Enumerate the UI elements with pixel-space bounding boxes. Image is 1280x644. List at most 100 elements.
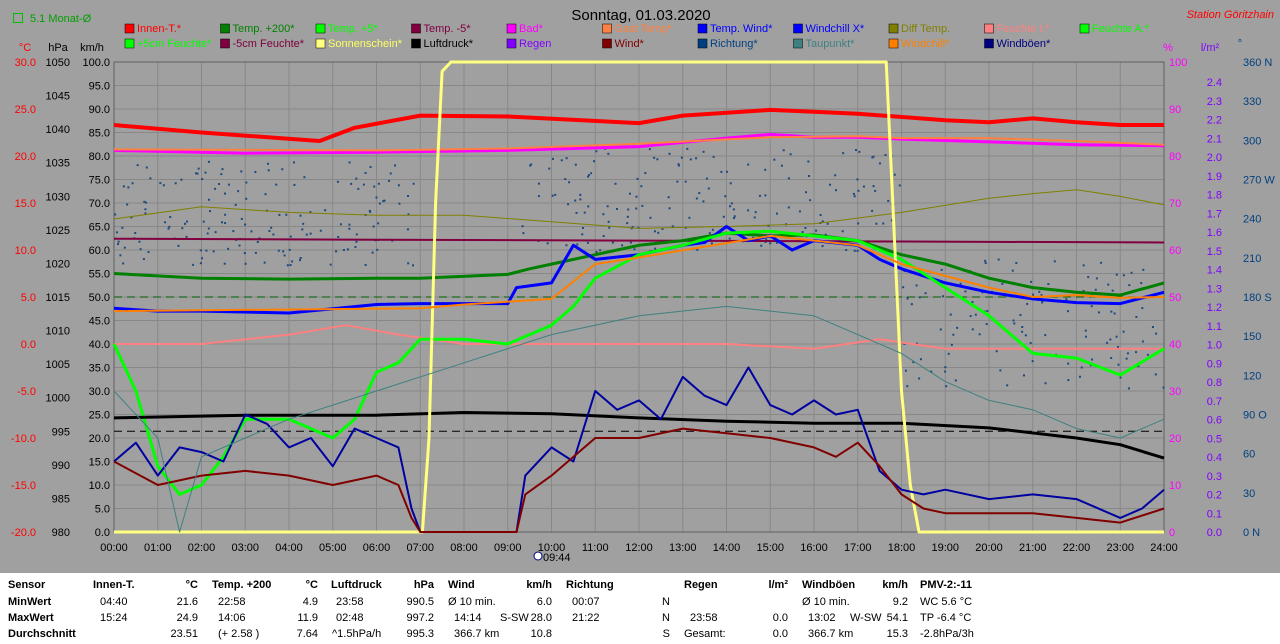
legend-swatch: [124, 23, 135, 34]
stats-wind-avg10: Ø 10 min.: [448, 596, 496, 608]
stats-boeen-col: Windböen km/h Ø 10 min. 9.2 13:02 W-SW 5…: [796, 573, 912, 644]
stats-druck-avg: 995.3: [406, 628, 434, 640]
direction-dot: [710, 242, 713, 245]
x-tick-label: 16:00: [800, 542, 828, 554]
direction-dot: [362, 183, 365, 186]
x-tick-label: 21:00: [1019, 542, 1047, 554]
direction-dot: [227, 183, 230, 186]
direction-dot: [1041, 301, 1044, 304]
rain-tick-label: 1.0: [1207, 340, 1222, 352]
direction-dot: [144, 208, 147, 211]
stats-regen-max: 0.0: [772, 612, 788, 624]
sun-marker-icon: [533, 551, 543, 561]
month-selector-checkbox[interactable]: [13, 13, 23, 23]
direction-dot: [354, 246, 357, 249]
legend-item[interactable]: +5cm Feuchte*: [124, 38, 212, 50]
legend-label: Temp. -5*: [424, 23, 472, 35]
stats-boeen-distance: 366.7 km: [808, 628, 854, 640]
direction-dot: [950, 343, 953, 346]
direction-dot: [787, 177, 790, 180]
stats-wind-max-dir: S-SW: [500, 612, 529, 624]
direction-dot: [134, 232, 137, 235]
direction-dot: [388, 179, 391, 182]
direction-dot: [383, 199, 386, 202]
stats-richtung-col: Richtung 00:07 N 21:22 N S: [560, 573, 674, 644]
direction-dot: [656, 158, 659, 161]
legend-item[interactable]: Taupunkt*: [793, 38, 856, 50]
direction-dot: [576, 243, 579, 246]
direction-dot: [122, 262, 125, 265]
station-name: Station Göritzhain: [1187, 9, 1274, 21]
legend-swatch: [602, 38, 612, 49]
direction-dot: [192, 263, 195, 266]
legend-item[interactable]: Innen-T.*: [124, 23, 182, 35]
axis-tick-label: 1040: [46, 124, 70, 136]
legend-item[interactable]: Bad*: [506, 23, 544, 35]
direction-dot: [184, 222, 187, 225]
rain-tick-label: 0.2: [1207, 490, 1222, 502]
direction-dot: [1122, 330, 1125, 333]
direction-dot: [760, 244, 763, 247]
legend-item[interactable]: Feuchte I.*: [984, 23, 1051, 35]
direction-dot: [1154, 373, 1157, 376]
direction-dot: [412, 264, 415, 267]
direction-dot: [871, 209, 874, 212]
direction-dot: [355, 233, 358, 236]
legend-item[interactable]: Temp. +5*: [315, 23, 379, 35]
legend-item[interactable]: Gast Temp*: [602, 23, 673, 35]
direction-dot: [267, 169, 270, 172]
direction-dot: [181, 227, 184, 230]
direction-dot: [319, 229, 322, 232]
legend-label: Innen-T.*: [137, 23, 182, 35]
axis-tick-label: 90: [1169, 104, 1181, 116]
direction-dot: [1044, 334, 1047, 337]
direction-dot: [940, 268, 943, 271]
axis-tick-label: 990: [52, 460, 70, 472]
statistics-panel: Sensor MinWert MaxWert Durchschnitt Inne…: [0, 573, 1280, 644]
legend-item[interactable]: Temp. -5*: [411, 23, 472, 35]
legend-label: Sonnenschein*: [328, 38, 403, 50]
legend-item[interactable]: Wind*: [602, 38, 645, 50]
direction-dot: [787, 206, 790, 209]
direction-dot: [730, 202, 733, 205]
direction-dot: [1053, 260, 1056, 263]
legend-item[interactable]: Sonnenschein*: [315, 38, 403, 50]
direction-dot: [278, 213, 281, 216]
direction-dot: [565, 244, 568, 247]
legend-item[interactable]: Temp. Wind*: [697, 23, 773, 35]
direction-dot: [856, 178, 859, 181]
legend-item[interactable]: Feuchte A.*: [1079, 23, 1150, 35]
legend-item[interactable]: Diff Temp.: [888, 23, 950, 35]
direction-dot: [677, 164, 680, 167]
legend-item[interactable]: Luftdruck*: [411, 38, 474, 50]
legend-label: Feuchte A.*: [1092, 23, 1150, 35]
legend-item[interactable]: Regen: [506, 38, 551, 50]
legend-item[interactable]: Richtung*: [697, 38, 758, 50]
direction-dot: [289, 235, 292, 238]
direction-dot: [657, 231, 660, 234]
direction-dot: [947, 352, 950, 355]
legend-label: -5cm Feuchte*: [233, 38, 305, 50]
legend-item[interactable]: Windböen*: [984, 38, 1052, 50]
axis-tick-label: 55.0: [89, 269, 110, 281]
legend-item[interactable]: -5cm Feuchte*: [220, 38, 305, 50]
legend-item[interactable]: Windchill X*: [793, 23, 865, 35]
series-temp-200: [113, 231, 1165, 297]
direction-dot: [240, 217, 243, 220]
direction-dot: [854, 149, 857, 152]
month-selector-label[interactable]: 5.1 Monat-Ø: [30, 13, 92, 25]
direction-dot: [245, 197, 248, 200]
direction-dot: [1022, 374, 1025, 377]
direction-dot: [579, 198, 582, 201]
direction-dot: [906, 385, 909, 388]
stats-boeen-title: Windböen: [802, 579, 856, 591]
direction-dot: [127, 186, 130, 189]
axis-tick-label: 10.0: [15, 245, 36, 257]
direction-dot: [1011, 269, 1014, 272]
x-tick-label: 06:00: [363, 542, 391, 554]
stats-boeen-max-dir: W-SW: [850, 612, 882, 624]
stats-wind-title: Wind: [448, 579, 475, 591]
legend-item[interactable]: Windchill*: [888, 38, 950, 50]
direction-dot: [602, 235, 605, 238]
legend-item[interactable]: Temp. +200*: [220, 23, 296, 35]
